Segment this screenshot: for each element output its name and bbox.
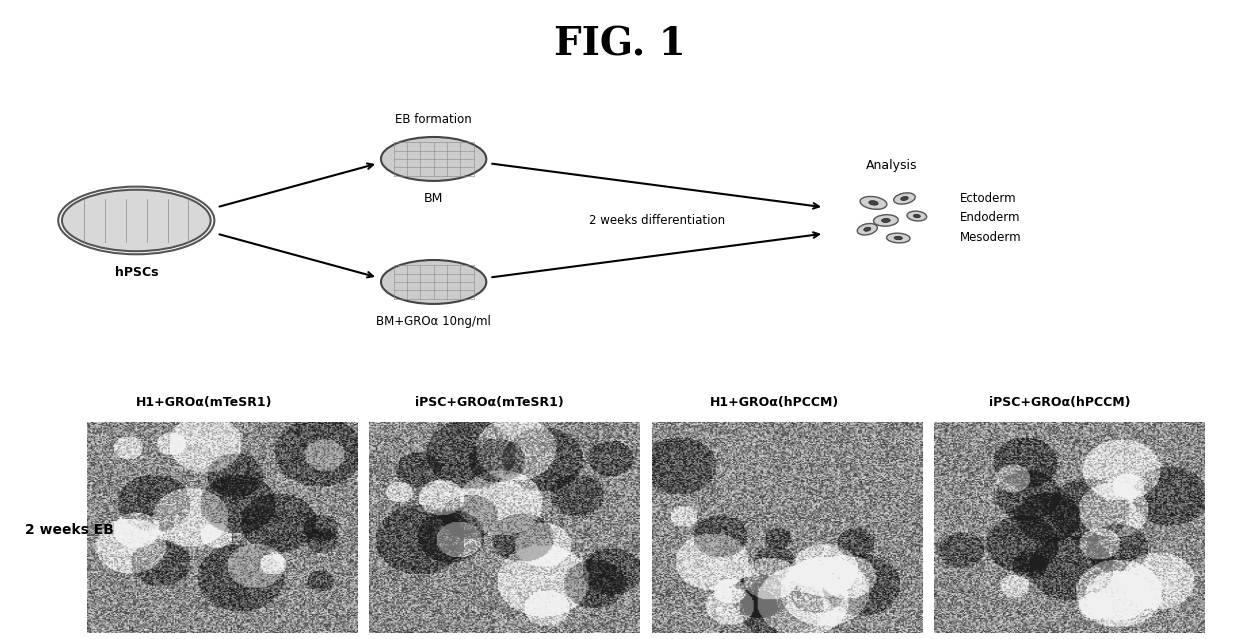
Text: iPSC+GROα(mTeSR1): iPSC+GROα(mTeSR1)	[415, 396, 564, 409]
Text: BM+GROα 10ng/ml: BM+GROα 10ng/ml	[377, 315, 491, 328]
Ellipse shape	[860, 196, 887, 210]
Ellipse shape	[382, 137, 486, 181]
Ellipse shape	[864, 227, 871, 231]
Text: iPSC+GROα(hPCCM): iPSC+GROα(hPCCM)	[989, 396, 1130, 409]
Ellipse shape	[62, 190, 211, 251]
Text: H1+GROα(mTeSR1): H1+GROα(mTeSR1)	[136, 396, 273, 409]
Text: Endoderm: Endoderm	[960, 212, 1021, 224]
Ellipse shape	[907, 211, 927, 221]
Ellipse shape	[893, 193, 916, 204]
Text: 2 weeks EB: 2 weeks EB	[25, 523, 114, 537]
Ellipse shape	[869, 201, 878, 205]
Text: 2 weeks differentiation: 2 weeks differentiation	[589, 214, 725, 227]
Text: FIG. 1: FIG. 1	[554, 26, 685, 63]
Text: hPSCs: hPSCs	[114, 266, 159, 279]
Text: Mesoderm: Mesoderm	[960, 231, 1022, 243]
Ellipse shape	[895, 236, 902, 240]
Text: EB formation: EB formation	[395, 112, 472, 125]
Text: Analysis: Analysis	[866, 159, 918, 172]
Ellipse shape	[873, 215, 898, 226]
Ellipse shape	[857, 224, 877, 235]
Ellipse shape	[882, 219, 890, 222]
Ellipse shape	[913, 214, 921, 218]
Ellipse shape	[901, 197, 908, 201]
Text: BM: BM	[424, 192, 444, 205]
Ellipse shape	[382, 260, 486, 304]
Text: H1+GROα(hPCCM): H1+GROα(hPCCM)	[710, 396, 839, 409]
Text: Ectoderm: Ectoderm	[960, 192, 1017, 205]
Ellipse shape	[887, 233, 909, 243]
